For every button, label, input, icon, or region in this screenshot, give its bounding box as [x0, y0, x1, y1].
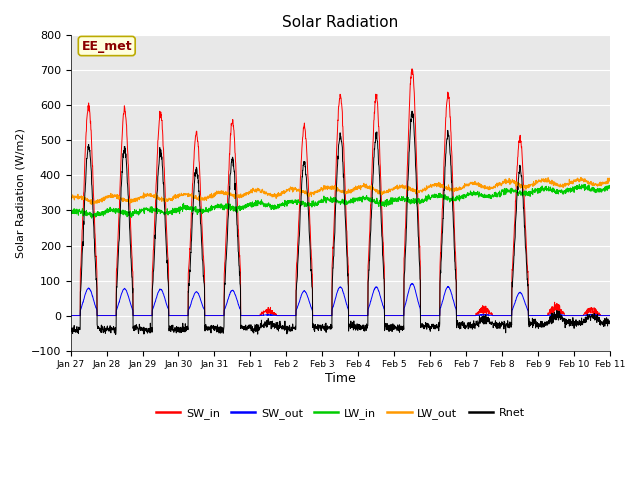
Rnet	[559, 314, 566, 320]
Rnet	[606, 319, 614, 324]
SW_out	[356, 312, 364, 318]
Line: Rnet: Rnet	[70, 111, 610, 335]
X-axis label: Time: Time	[325, 372, 356, 385]
SW_in	[356, 312, 364, 318]
Rnet	[218, 328, 225, 334]
LW_in	[559, 190, 566, 196]
SW_out	[497, 312, 505, 318]
LW_out	[356, 186, 364, 192]
LW_out	[606, 178, 614, 184]
SW_out	[573, 312, 581, 318]
LW_out	[67, 196, 74, 202]
Line: LW_in: LW_in	[70, 184, 610, 218]
SW_out	[367, 296, 375, 301]
Rnet	[368, 208, 376, 214]
LW_in	[497, 191, 505, 197]
LW_out	[577, 175, 585, 180]
SW_out	[217, 312, 225, 318]
SW_in	[367, 183, 375, 189]
Rnet	[356, 323, 364, 328]
SW_in	[217, 312, 225, 318]
SW_in	[67, 312, 74, 318]
SW_out	[408, 281, 416, 287]
SW_in	[497, 312, 505, 318]
Line: SW_out: SW_out	[70, 284, 610, 315]
LW_in	[575, 181, 583, 187]
LW_out	[573, 177, 581, 182]
LW_in	[67, 209, 74, 215]
SW_out	[559, 312, 566, 318]
LW_in	[606, 184, 614, 190]
LW_out	[497, 181, 505, 187]
SW_in	[573, 312, 581, 318]
Rnet	[497, 321, 505, 327]
LW_in	[88, 215, 95, 221]
Title: Solar Radiation: Solar Radiation	[282, 15, 398, 30]
Line: LW_out: LW_out	[70, 178, 610, 204]
SW_out	[606, 312, 614, 318]
SW_in	[606, 312, 614, 318]
Rnet	[67, 326, 74, 332]
SW_in	[559, 311, 566, 316]
LW_in	[218, 203, 225, 209]
SW_out	[67, 312, 74, 318]
LW_in	[368, 197, 376, 203]
Rnet	[408, 108, 416, 114]
Rnet	[573, 319, 581, 324]
Line: SW_in: SW_in	[70, 69, 610, 315]
LW_out	[368, 185, 376, 191]
LW_out	[88, 202, 95, 207]
Text: EE_met: EE_met	[81, 39, 132, 52]
Y-axis label: Solar Radiation (W/m2): Solar Radiation (W/m2)	[15, 128, 25, 258]
LW_in	[573, 183, 581, 189]
Legend: SW_in, SW_out, LW_in, LW_out, Rnet: SW_in, SW_out, LW_in, LW_out, Rnet	[152, 404, 529, 423]
LW_out	[218, 189, 225, 195]
LW_in	[356, 194, 364, 200]
Rnet	[112, 332, 120, 337]
SW_in	[408, 66, 416, 72]
LW_out	[559, 183, 566, 189]
